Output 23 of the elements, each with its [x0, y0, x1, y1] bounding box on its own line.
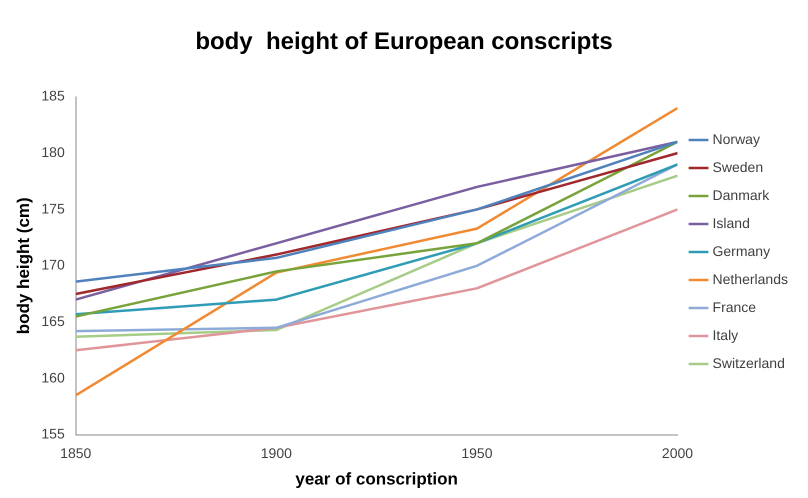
x-tick-label: 1950 — [461, 445, 493, 462]
x-tick-label: 1900 — [260, 445, 292, 462]
legend-label: France — [712, 298, 756, 315]
y-tick-label: 170 — [41, 256, 65, 273]
legend-label: Switzerland — [712, 354, 785, 371]
y-tick-label: 165 — [41, 312, 65, 329]
x-tick-label: 2000 — [662, 445, 694, 462]
y-axis-title: body height (cm) — [14, 197, 33, 334]
legend-label: Danmark — [712, 186, 770, 203]
legend-label: Italy — [712, 326, 738, 343]
legend-label: Netherlands — [712, 270, 788, 287]
legend-label: Sweden — [712, 158, 764, 175]
y-tick-label: 180 — [41, 144, 65, 160]
chart-title: body height of European conscripts — [195, 28, 613, 56]
legend-label: Island — [712, 214, 750, 231]
x-tick-label: 1850 — [60, 445, 92, 462]
y-tick-label: 185 — [41, 88, 65, 104]
legend-label: Norway — [712, 130, 760, 147]
x-axis-title: year of conscription — [295, 469, 458, 488]
y-tick-label: 160 — [41, 369, 65, 386]
y-tick-label: 155 — [41, 426, 65, 442]
y-tick-label: 175 — [41, 200, 65, 216]
legend-label: Germany — [712, 242, 770, 259]
